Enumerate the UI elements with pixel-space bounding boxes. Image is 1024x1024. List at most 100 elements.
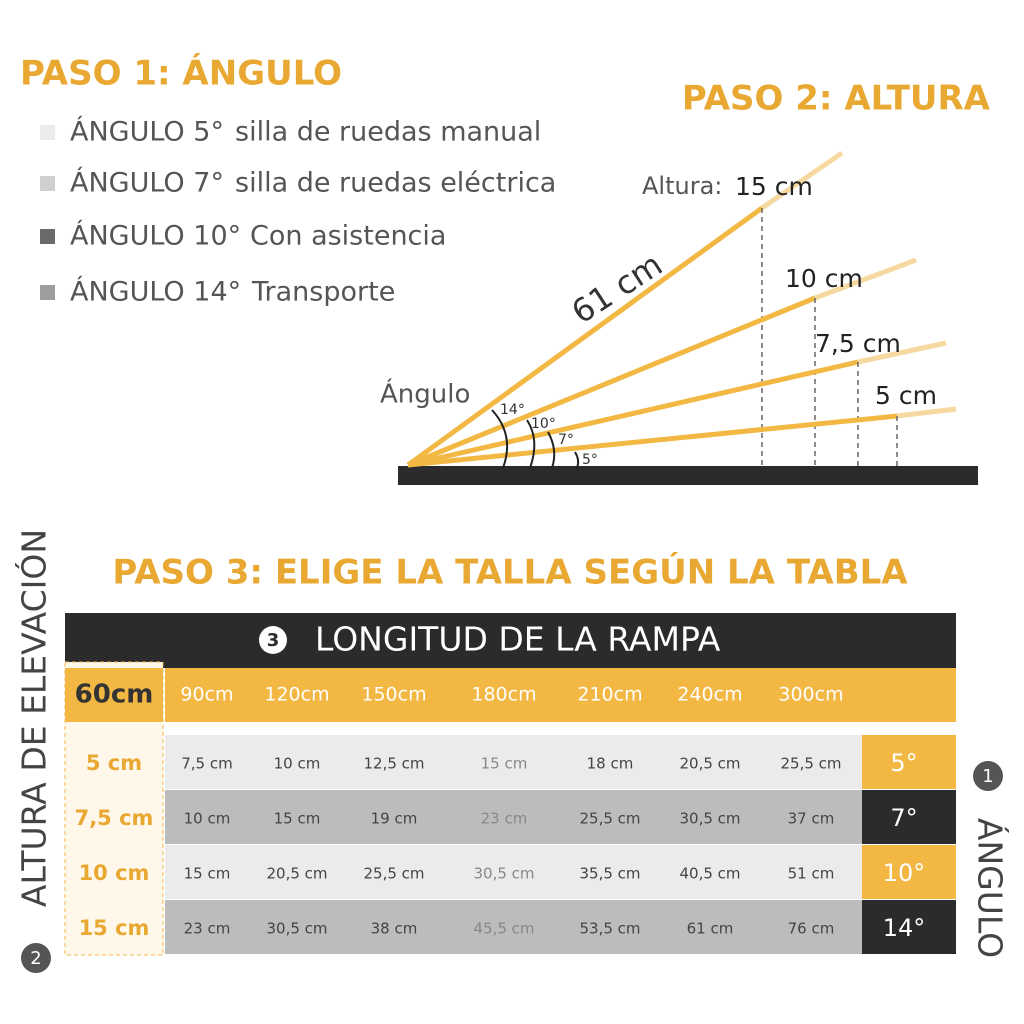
number-badge [973, 761, 1003, 791]
angle-cell-bg [862, 845, 956, 899]
cell: 25,5 cm [780, 755, 841, 773]
angle-name: ÁNGULO 14° [70, 276, 241, 308]
cell: 76 cm [788, 920, 835, 938]
use-label: silla de ruedas eléctrica [235, 168, 556, 199]
row-bg [165, 845, 862, 899]
row-axis-label: ALTURA DE ELEVACIÓN [14, 529, 54, 907]
corner-bg [65, 668, 163, 722]
cell: 25,5 cm [363, 865, 424, 883]
row-bg [165, 900, 862, 954]
cell: 15 cm [481, 755, 528, 773]
angle-cell-bg [862, 900, 956, 954]
ramp-line [407, 295, 816, 468]
bullet [40, 176, 55, 191]
row-height: 7,5 cm [75, 806, 154, 830]
table-header-bg [65, 613, 956, 668]
angle-mark: 14° [500, 402, 525, 418]
cell: 20,5 cm [266, 865, 327, 883]
ramp-tail [896, 406, 957, 419]
ground-bar [398, 466, 978, 485]
cell: 40,5 cm [679, 865, 740, 883]
row-angle: 10° [883, 859, 926, 887]
angle-name: ÁNGULO 7° [70, 167, 224, 199]
column-header: 120cm [264, 684, 329, 706]
row-axis-number: 2 [30, 948, 41, 969]
cell: 15 cm [274, 810, 321, 828]
height-value: 5 cm [875, 381, 937, 410]
angle-mark: 7° [558, 432, 574, 448]
cell: 23 cm [481, 810, 528, 828]
angle-arc [491, 409, 509, 469]
ramp-line [407, 359, 859, 468]
header-number: 3 [267, 630, 280, 651]
bullet [40, 285, 55, 300]
use-label: silla de ruedas manual [235, 117, 541, 148]
column-header: 240cm [677, 684, 742, 706]
ramp-tail [814, 257, 917, 301]
row-bg [165, 735, 862, 789]
angle-arc [526, 419, 536, 469]
cell: 15 cm [184, 865, 231, 883]
cell: 10 cm [184, 810, 231, 828]
columns-bg [165, 668, 956, 722]
angle-mark: 10° [531, 416, 556, 432]
number-badge [21, 943, 51, 973]
angle-cell-bg [862, 735, 956, 789]
step3-title: PASO 3: ELIGE LA TALLA SEGÚN LA TABLA [112, 552, 908, 593]
dynamic-content: ÁNGULO 5° silla de ruedas manual ÁNGULO 7°… [14, 116, 1011, 973]
cell: 12,5 cm [363, 755, 424, 773]
ramp-line [407, 413, 898, 468]
row-bg [165, 790, 862, 844]
cell: 37 cm [788, 810, 835, 828]
cell: 45,5 cm [473, 920, 534, 938]
row-angle: 14° [883, 914, 926, 942]
cell: 25,5 cm [579, 810, 640, 828]
row-height: 15 cm [79, 916, 150, 940]
col-axis-label: ÁNGULO [971, 818, 1011, 958]
column-header: 210cm [577, 684, 642, 706]
angle-name: ÁNGULO 5° [70, 116, 224, 148]
number-badge [259, 626, 287, 654]
bullet [40, 125, 55, 140]
step1-title: PASO 1: ÁNGULO [20, 53, 342, 94]
cell: 51 cm [788, 865, 835, 883]
column-header: 90cm [180, 684, 233, 706]
angle-mark: 5° [582, 452, 598, 468]
cell: 23 cm [184, 920, 231, 938]
use-label: Con asistencia [250, 221, 446, 252]
bullet [40, 229, 55, 244]
cell: 61 cm [687, 920, 734, 938]
height-value: 7,5 cm [815, 329, 901, 358]
cell: 7,5 cm [181, 755, 232, 773]
cell: 20,5 cm [679, 755, 740, 773]
cell: 18 cm [587, 755, 634, 773]
cell: 19 cm [371, 810, 418, 828]
ramp-tail [857, 340, 947, 365]
cell: 35,5 cm [579, 865, 640, 883]
cell: 38 cm [371, 920, 418, 938]
cell: 53,5 cm [579, 920, 640, 938]
height-value: 15 cm [735, 172, 813, 201]
step2-title: PASO 2: ALTURA [682, 79, 991, 119]
column-header: 300cm [778, 684, 843, 706]
cell: 30,5 cm [679, 810, 740, 828]
row-angle: 5° [890, 749, 917, 777]
angle-label: Ángulo [380, 378, 470, 410]
cell: 10 cm [274, 755, 321, 773]
row-height: 5 cm [86, 751, 142, 775]
angle-arc [574, 451, 580, 469]
corner-cell: 60cm [75, 680, 154, 710]
col-axis-number: 1 [982, 766, 993, 787]
column-header: 150cm [361, 684, 426, 706]
use-label: Transporte [251, 277, 395, 308]
table-header: LONGITUD DE LA RAMPA [315, 620, 721, 659]
column-header: 180cm [471, 684, 536, 706]
height-value: 10 cm [785, 264, 863, 293]
angle-cell-bg [862, 790, 956, 844]
row-angle: 7° [890, 804, 917, 832]
angle-arc [547, 431, 556, 469]
height-label: Altura: [642, 172, 722, 200]
row-height: 10 cm [79, 861, 150, 885]
ramp-tail [760, 150, 844, 211]
